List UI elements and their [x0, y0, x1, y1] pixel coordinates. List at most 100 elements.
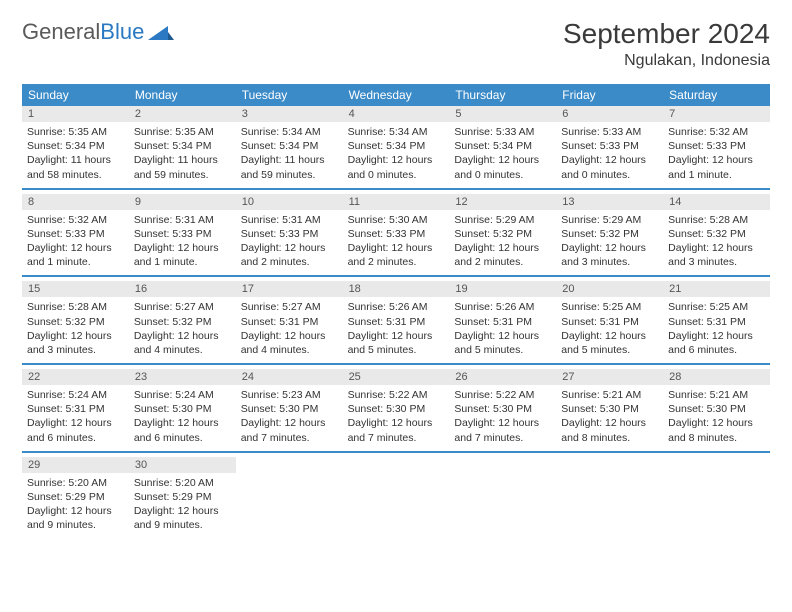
- day-cell: 10Sunrise: 5:31 AMSunset: 5:33 PMDayligh…: [236, 194, 343, 276]
- day-cell: [449, 457, 556, 539]
- dow-wednesday: Wednesday: [343, 84, 450, 106]
- dow-tuesday: Tuesday: [236, 84, 343, 106]
- week-row: 15Sunrise: 5:28 AMSunset: 5:32 PMDayligh…: [22, 281, 770, 365]
- day-line: Sunrise: 5:25 AM: [668, 300, 765, 314]
- day-body: Sunrise: 5:29 AMSunset: 5:32 PMDaylight:…: [556, 210, 663, 276]
- day-line: Sunset: 5:33 PM: [241, 227, 338, 241]
- day-line: Daylight: 12 hours: [454, 153, 551, 167]
- day-line: Daylight: 12 hours: [668, 329, 765, 343]
- day-cell: [556, 457, 663, 539]
- day-line: Sunrise: 5:26 AM: [348, 300, 445, 314]
- day-number: 16: [129, 281, 236, 297]
- day-line: Daylight: 12 hours: [27, 241, 124, 255]
- day-number: 5: [449, 106, 556, 122]
- day-body: Sunrise: 5:26 AMSunset: 5:31 PMDaylight:…: [343, 297, 450, 363]
- day-line: Daylight: 12 hours: [561, 416, 658, 430]
- location-label: Ngulakan, Indonesia: [563, 52, 770, 70]
- day-line: and 0 minutes.: [454, 168, 551, 182]
- day-line: and 59 minutes.: [134, 168, 231, 182]
- day-cell: 30Sunrise: 5:20 AMSunset: 5:29 PMDayligh…: [129, 457, 236, 539]
- brand-logo: GeneralBlue: [22, 18, 174, 46]
- day-line: and 1 minute.: [134, 255, 231, 269]
- day-line: and 1 minute.: [668, 168, 765, 182]
- day-number: 29: [22, 457, 129, 473]
- day-cell: 7Sunrise: 5:32 AMSunset: 5:33 PMDaylight…: [663, 106, 770, 188]
- day-cell: [663, 457, 770, 539]
- day-line: Sunrise: 5:22 AM: [454, 388, 551, 402]
- day-body: Sunrise: 5:29 AMSunset: 5:32 PMDaylight:…: [449, 210, 556, 276]
- day-line: Sunset: 5:30 PM: [668, 402, 765, 416]
- day-line: Sunset: 5:32 PM: [561, 227, 658, 241]
- day-line: and 3 minutes.: [668, 255, 765, 269]
- day-line: and 7 minutes.: [348, 431, 445, 445]
- day-cell: 27Sunrise: 5:21 AMSunset: 5:30 PMDayligh…: [556, 369, 663, 451]
- day-number: 17: [236, 281, 343, 297]
- day-line: and 4 minutes.: [241, 343, 338, 357]
- day-line: Sunrise: 5:21 AM: [561, 388, 658, 402]
- day-cell: [236, 457, 343, 539]
- day-line: and 6 minutes.: [668, 343, 765, 357]
- day-line: Sunrise: 5:29 AM: [454, 213, 551, 227]
- day-line: and 8 minutes.: [668, 431, 765, 445]
- day-body: Sunrise: 5:34 AMSunset: 5:34 PMDaylight:…: [343, 122, 450, 188]
- day-cell: 3Sunrise: 5:34 AMSunset: 5:34 PMDaylight…: [236, 106, 343, 188]
- header: GeneralBlue September 2024 Ngulakan, Ind…: [22, 18, 770, 70]
- day-number: 19: [449, 281, 556, 297]
- day-cell: 13Sunrise: 5:29 AMSunset: 5:32 PMDayligh…: [556, 194, 663, 276]
- day-number: 10: [236, 194, 343, 210]
- day-line: Sunset: 5:30 PM: [561, 402, 658, 416]
- day-number: 26: [449, 369, 556, 385]
- day-line: Sunset: 5:34 PM: [27, 139, 124, 153]
- day-line: Sunrise: 5:29 AM: [561, 213, 658, 227]
- day-line: Daylight: 12 hours: [561, 329, 658, 343]
- month-title: September 2024: [563, 18, 770, 50]
- day-body: Sunrise: 5:28 AMSunset: 5:32 PMDaylight:…: [22, 297, 129, 363]
- day-line: Sunset: 5:30 PM: [348, 402, 445, 416]
- day-body: Sunrise: 5:34 AMSunset: 5:34 PMDaylight:…: [236, 122, 343, 188]
- day-line: and 5 minutes.: [454, 343, 551, 357]
- day-number: 18: [343, 281, 450, 297]
- day-line: and 1 minute.: [27, 255, 124, 269]
- day-line: and 2 minutes.: [241, 255, 338, 269]
- day-cell: 1Sunrise: 5:35 AMSunset: 5:34 PMDaylight…: [22, 106, 129, 188]
- week-row: 22Sunrise: 5:24 AMSunset: 5:31 PMDayligh…: [22, 369, 770, 453]
- day-line: Sunset: 5:31 PM: [561, 315, 658, 329]
- day-line: Sunset: 5:31 PM: [27, 402, 124, 416]
- day-body: Sunrise: 5:32 AMSunset: 5:33 PMDaylight:…: [663, 122, 770, 188]
- day-line: Sunrise: 5:25 AM: [561, 300, 658, 314]
- weeks-container: 1Sunrise: 5:35 AMSunset: 5:34 PMDaylight…: [22, 106, 770, 538]
- dow-thursday: Thursday: [449, 84, 556, 106]
- dow-sunday: Sunday: [22, 84, 129, 106]
- day-body: Sunrise: 5:20 AMSunset: 5:29 PMDaylight:…: [22, 473, 129, 539]
- day-line: Daylight: 12 hours: [348, 241, 445, 255]
- day-body: Sunrise: 5:24 AMSunset: 5:31 PMDaylight:…: [22, 385, 129, 451]
- day-line: Sunset: 5:31 PM: [668, 315, 765, 329]
- day-line: Sunrise: 5:27 AM: [134, 300, 231, 314]
- dow-row: Sunday Monday Tuesday Wednesday Thursday…: [22, 84, 770, 106]
- day-number: 9: [129, 194, 236, 210]
- day-line: and 7 minutes.: [241, 431, 338, 445]
- day-line: Sunset: 5:32 PM: [134, 315, 231, 329]
- day-line: Sunset: 5:33 PM: [348, 227, 445, 241]
- day-line: and 0 minutes.: [348, 168, 445, 182]
- day-cell: 26Sunrise: 5:22 AMSunset: 5:30 PMDayligh…: [449, 369, 556, 451]
- day-line: and 6 minutes.: [27, 431, 124, 445]
- day-line: and 58 minutes.: [27, 168, 124, 182]
- day-body: Sunrise: 5:21 AMSunset: 5:30 PMDaylight:…: [663, 385, 770, 451]
- day-cell: 4Sunrise: 5:34 AMSunset: 5:34 PMDaylight…: [343, 106, 450, 188]
- day-line: Sunrise: 5:32 AM: [27, 213, 124, 227]
- day-body: Sunrise: 5:23 AMSunset: 5:30 PMDaylight:…: [236, 385, 343, 451]
- day-number: 28: [663, 369, 770, 385]
- day-line: and 0 minutes.: [561, 168, 658, 182]
- day-line: Sunrise: 5:24 AM: [27, 388, 124, 402]
- day-line: Daylight: 12 hours: [134, 504, 231, 518]
- brand-triangle-icon: [148, 20, 174, 46]
- day-cell: 2Sunrise: 5:35 AMSunset: 5:34 PMDaylight…: [129, 106, 236, 188]
- day-cell: 24Sunrise: 5:23 AMSunset: 5:30 PMDayligh…: [236, 369, 343, 451]
- day-line: Daylight: 12 hours: [668, 416, 765, 430]
- week-row: 29Sunrise: 5:20 AMSunset: 5:29 PMDayligh…: [22, 457, 770, 539]
- day-line: Daylight: 12 hours: [668, 153, 765, 167]
- day-number: 24: [236, 369, 343, 385]
- day-number: 6: [556, 106, 663, 122]
- day-line: Daylight: 12 hours: [134, 329, 231, 343]
